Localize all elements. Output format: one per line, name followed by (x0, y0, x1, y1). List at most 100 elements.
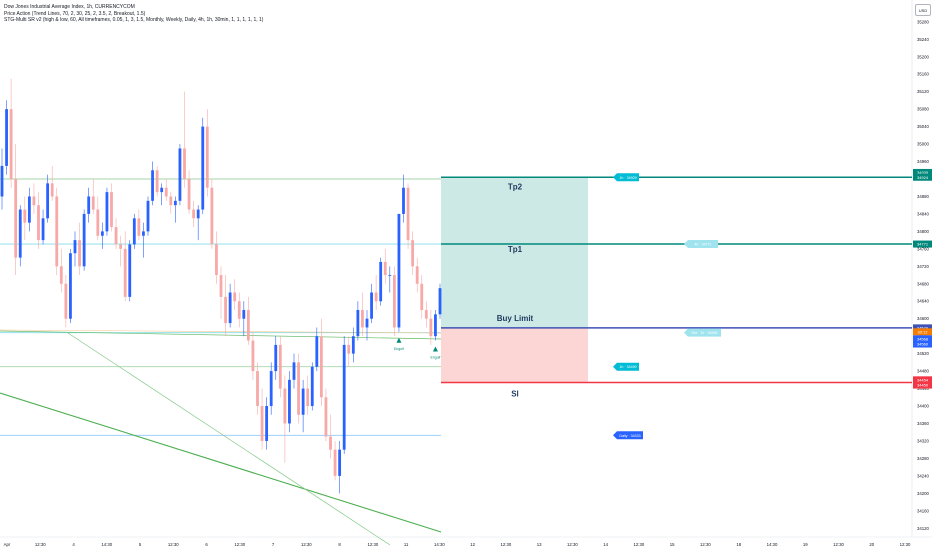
candle-body[interactable] (18, 209, 22, 258)
candle-body[interactable] (415, 266, 419, 284)
candle-body[interactable] (151, 170, 154, 201)
candle-body[interactable] (23, 209, 27, 223)
candle-body[interactable] (14, 179, 18, 258)
candle-body[interactable] (342, 344, 346, 450)
candle-body[interactable] (178, 148, 182, 201)
candle-body[interactable] (78, 240, 81, 267)
candle-body[interactable] (205, 126, 209, 188)
candle-body[interactable] (224, 296, 227, 324)
price-axis-label[interactable] (913, 376, 932, 384)
candle-body[interactable] (201, 126, 205, 210)
candle-body[interactable] (310, 366, 314, 407)
candle-body[interactable] (5, 109, 8, 166)
candle-body[interactable] (361, 309, 364, 328)
price-axis-label[interactable] (913, 324, 932, 332)
candle-body[interactable] (155, 170, 159, 193)
candle-body[interactable] (242, 309, 246, 319)
candle-body[interactable] (383, 261, 387, 276)
candle-body[interactable] (356, 309, 360, 337)
candle-body[interactable] (379, 261, 383, 302)
candle-body[interactable] (100, 231, 104, 236)
candle-body[interactable] (388, 275, 392, 276)
candle-body[interactable] (160, 187, 164, 193)
candle-body[interactable] (370, 292, 373, 319)
price-axis-label[interactable] (913, 240, 932, 248)
candle-body[interactable] (292, 362, 296, 380)
price-axis-label[interactable] (913, 173, 932, 181)
candle-body[interactable] (87, 196, 91, 214)
stop-loss-zone[interactable] (441, 327, 588, 383)
candle-body[interactable] (137, 218, 141, 236)
candle-body[interactable] (365, 318, 369, 328)
currency-button[interactable]: USD (915, 4, 931, 16)
candle-body[interactable] (301, 388, 305, 415)
candle-body[interactable] (265, 406, 269, 441)
candle-body[interactable] (392, 275, 396, 328)
sr-badge-1h[interactable] (613, 362, 639, 371)
candle-body[interactable] (406, 187, 410, 241)
candle-body[interactable] (297, 362, 300, 415)
candle-body[interactable] (0, 165, 4, 197)
candle-body[interactable] (402, 187, 405, 214)
candle-body[interactable] (228, 292, 232, 324)
candle-body[interactable] (50, 183, 54, 197)
candle-body[interactable] (333, 449, 337, 476)
candle-body[interactable] (64, 283, 68, 319)
candle-body[interactable] (411, 240, 415, 267)
price-axis-label[interactable] (913, 381, 932, 389)
candle-body[interactable] (164, 187, 168, 197)
candle-body[interactable] (119, 244, 123, 249)
candle-body[interactable] (196, 209, 200, 219)
candle-body[interactable] (9, 109, 13, 179)
trend-line[interactable] (0, 392, 442, 533)
price-axis-label[interactable] (913, 335, 932, 343)
candle-body[interactable] (269, 371, 273, 407)
candle-body[interactable] (146, 200, 150, 232)
take-profit-zone[interactable] (441, 177, 588, 328)
candle-body[interactable] (251, 340, 255, 372)
candle-body[interactable] (278, 344, 282, 389)
candle-body[interactable] (338, 449, 342, 476)
candle-body[interactable] (123, 248, 127, 297)
candle-body[interactable] (128, 244, 132, 297)
candle-body[interactable] (59, 266, 63, 284)
candle-body[interactable] (219, 275, 223, 297)
indicator-price-action[interactable]: Price Action (Trend Lines, 70, 2, 30, 25… (4, 10, 146, 17)
candle-body[interactable] (274, 344, 278, 372)
candle-body[interactable] (237, 301, 241, 319)
candle-body[interactable] (91, 196, 95, 210)
indicator-multi-sr[interactable]: STG-Multi SR v2 (high & low, 60, All tim… (4, 17, 264, 23)
candle-body[interactable] (105, 192, 109, 232)
candle-body[interactable] (246, 309, 250, 341)
candle-body[interactable] (210, 187, 214, 245)
candle-body[interactable] (374, 292, 378, 302)
candle-body[interactable] (169, 196, 173, 206)
candle-body[interactable] (192, 209, 196, 219)
candle-body[interactable] (142, 231, 145, 236)
candle-body[interactable] (187, 179, 191, 210)
sr-badge-tp2[interactable] (613, 173, 639, 182)
candle-body[interactable] (324, 397, 328, 437)
price-axis-label[interactable] (913, 328, 932, 336)
candle-body[interactable] (32, 196, 36, 206)
candle-body[interactable] (306, 388, 310, 407)
price-axis-label[interactable] (913, 168, 932, 176)
sr-badge-dtd[interactable] (684, 328, 721, 337)
candle-body[interactable] (82, 213, 86, 267)
candle-body[interactable] (424, 309, 428, 319)
candle-body[interactable] (319, 336, 323, 398)
price-axis[interactable] (912, 0, 932, 550)
sr-badge-tp1[interactable] (684, 240, 718, 249)
candle-body[interactable] (215, 244, 218, 276)
candle-body[interactable] (420, 283, 424, 310)
sr-badge-daily[interactable] (613, 431, 643, 440)
price-axis-label[interactable] (913, 340, 932, 348)
candle-body[interactable] (114, 227, 118, 245)
candle-body[interactable] (315, 336, 319, 367)
candle-body[interactable] (288, 379, 291, 424)
candle-body[interactable] (260, 406, 264, 441)
candle-body[interactable] (397, 213, 401, 328)
trend-line[interactable] (0, 330, 442, 340)
trend-line[interactable] (67, 332, 391, 546)
candle-body[interactable] (46, 183, 50, 219)
